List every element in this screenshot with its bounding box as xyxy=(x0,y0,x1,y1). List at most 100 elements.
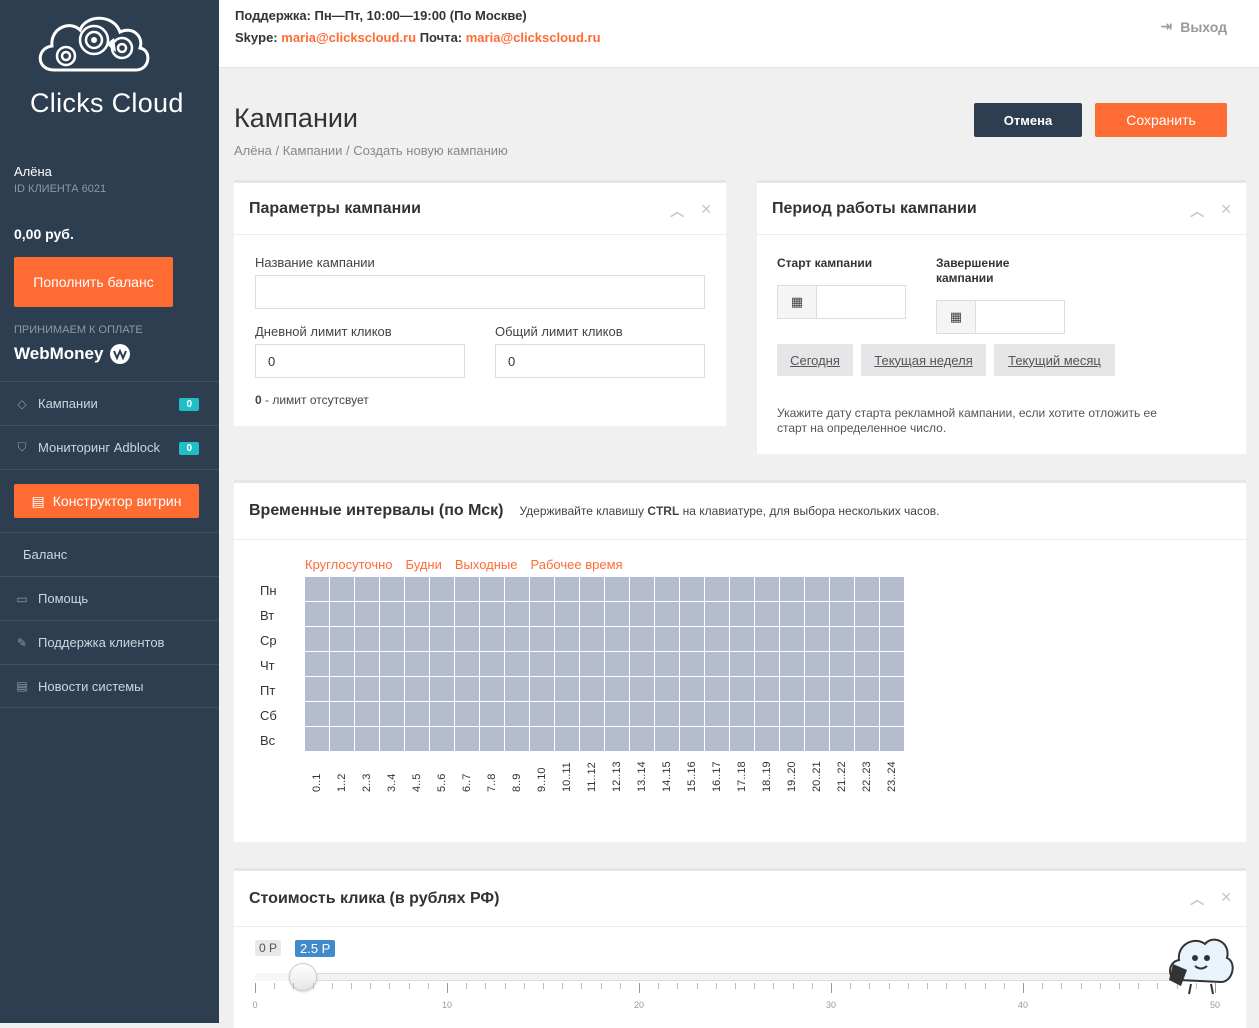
hour-cell[interactable] xyxy=(755,677,780,702)
hour-cell[interactable] xyxy=(780,577,805,602)
current-week-button[interactable]: Текущая неделя xyxy=(861,344,986,376)
hour-cell[interactable] xyxy=(680,652,705,677)
end-calendar-icon[interactable]: ▦ xyxy=(936,300,976,334)
hour-cell[interactable] xyxy=(830,652,855,677)
hour-cell[interactable] xyxy=(705,627,730,652)
hour-cell[interactable] xyxy=(630,577,655,602)
today-button[interactable]: Сегодня xyxy=(777,344,853,376)
hour-cell[interactable] xyxy=(680,602,705,627)
hour-cell[interactable] xyxy=(480,652,505,677)
hour-cell[interactable] xyxy=(630,602,655,627)
hour-cell[interactable] xyxy=(830,727,855,752)
hour-cell[interactable] xyxy=(505,577,530,602)
hour-cell[interactable] xyxy=(505,677,530,702)
hour-cell[interactable] xyxy=(855,602,880,627)
hour-cell[interactable] xyxy=(655,577,680,602)
hour-cell[interactable] xyxy=(480,702,505,727)
hour-cell[interactable] xyxy=(630,677,655,702)
hour-cell[interactable] xyxy=(855,727,880,752)
hour-cell[interactable] xyxy=(355,602,380,627)
hour-cell[interactable] xyxy=(305,602,330,627)
sidebar-item-news[interactable]: ▤ Новости системы xyxy=(0,664,219,708)
sidebar-item-support[interactable]: ✎ Поддержка клиентов xyxy=(0,620,219,664)
hour-cell[interactable] xyxy=(830,602,855,627)
hour-cell[interactable] xyxy=(680,727,705,752)
mail-link[interactable]: maria@clickscloud.ru xyxy=(465,30,601,45)
hour-cell[interactable] xyxy=(855,702,880,727)
hour-cell[interactable] xyxy=(805,627,830,652)
hour-cell[interactable] xyxy=(630,652,655,677)
hour-cell[interactable] xyxy=(655,602,680,627)
hour-cell[interactable] xyxy=(305,702,330,727)
hour-cell[interactable] xyxy=(430,627,455,652)
hour-cell[interactable] xyxy=(855,577,880,602)
hour-cell[interactable] xyxy=(555,602,580,627)
hour-cell[interactable] xyxy=(705,577,730,602)
start-date-input[interactable] xyxy=(816,285,906,319)
hour-cell[interactable] xyxy=(605,652,630,677)
hour-cell[interactable] xyxy=(755,727,780,752)
hour-cell[interactable] xyxy=(530,577,555,602)
preset-work-hours[interactable]: Рабочее время xyxy=(530,557,623,572)
hour-cell[interactable] xyxy=(680,627,705,652)
hour-cell[interactable] xyxy=(530,602,555,627)
hour-cell[interactable] xyxy=(430,602,455,627)
hour-cell[interactable] xyxy=(580,727,605,752)
hour-cell[interactable] xyxy=(655,727,680,752)
hour-cell[interactable] xyxy=(705,727,730,752)
hour-cell[interactable] xyxy=(780,602,805,627)
hour-cell[interactable] xyxy=(505,602,530,627)
hour-cell[interactable] xyxy=(880,577,905,602)
hour-cell[interactable] xyxy=(830,577,855,602)
breadcrumb[interactable]: Алёна / Кампании / Создать новую кампани… xyxy=(234,143,508,158)
hour-cell[interactable] xyxy=(605,677,630,702)
hour-cell[interactable] xyxy=(805,652,830,677)
brand-logo[interactable]: Clicks Cloud xyxy=(14,8,204,118)
start-calendar-icon[interactable]: ▦ xyxy=(777,285,817,319)
hour-cell[interactable] xyxy=(580,702,605,727)
hour-cell[interactable] xyxy=(455,677,480,702)
hour-cell[interactable] xyxy=(805,677,830,702)
hour-cell[interactable] xyxy=(455,652,480,677)
hour-cell[interactable] xyxy=(880,602,905,627)
support-chat-mascot[interactable] xyxy=(1165,930,1235,998)
hour-cell[interactable] xyxy=(580,652,605,677)
hour-cell[interactable] xyxy=(605,727,630,752)
collapse-icon[interactable]: ︿ xyxy=(1190,203,1205,219)
hour-cell[interactable] xyxy=(405,677,430,702)
hour-cell[interactable] xyxy=(380,677,405,702)
collapse-icon[interactable]: ︿ xyxy=(670,203,685,219)
hour-cell[interactable] xyxy=(355,702,380,727)
hour-cell[interactable] xyxy=(855,652,880,677)
hour-cell[interactable] xyxy=(380,652,405,677)
hour-cell[interactable] xyxy=(405,577,430,602)
hour-cell[interactable] xyxy=(830,702,855,727)
hour-cell[interactable] xyxy=(405,627,430,652)
hour-cell[interactable] xyxy=(405,727,430,752)
hour-cell[interactable] xyxy=(355,577,380,602)
hour-cell[interactable] xyxy=(455,602,480,627)
hour-cell[interactable] xyxy=(730,677,755,702)
hour-cell[interactable] xyxy=(380,702,405,727)
skype-link[interactable]: maria@clickscloud.ru xyxy=(281,30,417,45)
hour-cell[interactable] xyxy=(780,677,805,702)
hour-cell[interactable] xyxy=(805,727,830,752)
hour-cell[interactable] xyxy=(305,627,330,652)
hour-cell[interactable] xyxy=(355,652,380,677)
hour-cell[interactable] xyxy=(605,577,630,602)
sidebar-item-campaigns[interactable]: ◇ Кампании 0 xyxy=(0,381,219,425)
sidebar-item-help[interactable]: ▭ Помощь xyxy=(0,576,219,620)
hour-cell[interactable] xyxy=(555,652,580,677)
hour-cell[interactable] xyxy=(330,602,355,627)
hour-cell[interactable] xyxy=(855,627,880,652)
hour-cell[interactable] xyxy=(705,602,730,627)
hour-cell[interactable] xyxy=(505,652,530,677)
hour-cell[interactable] xyxy=(630,727,655,752)
hour-cell[interactable] xyxy=(330,677,355,702)
hour-cell[interactable] xyxy=(880,652,905,677)
hour-cell[interactable] xyxy=(755,627,780,652)
hour-cell[interactable] xyxy=(430,702,455,727)
hour-cell[interactable] xyxy=(530,652,555,677)
hour-cell[interactable] xyxy=(730,652,755,677)
logout-button[interactable]: ⇥ Выход xyxy=(1161,18,1228,35)
